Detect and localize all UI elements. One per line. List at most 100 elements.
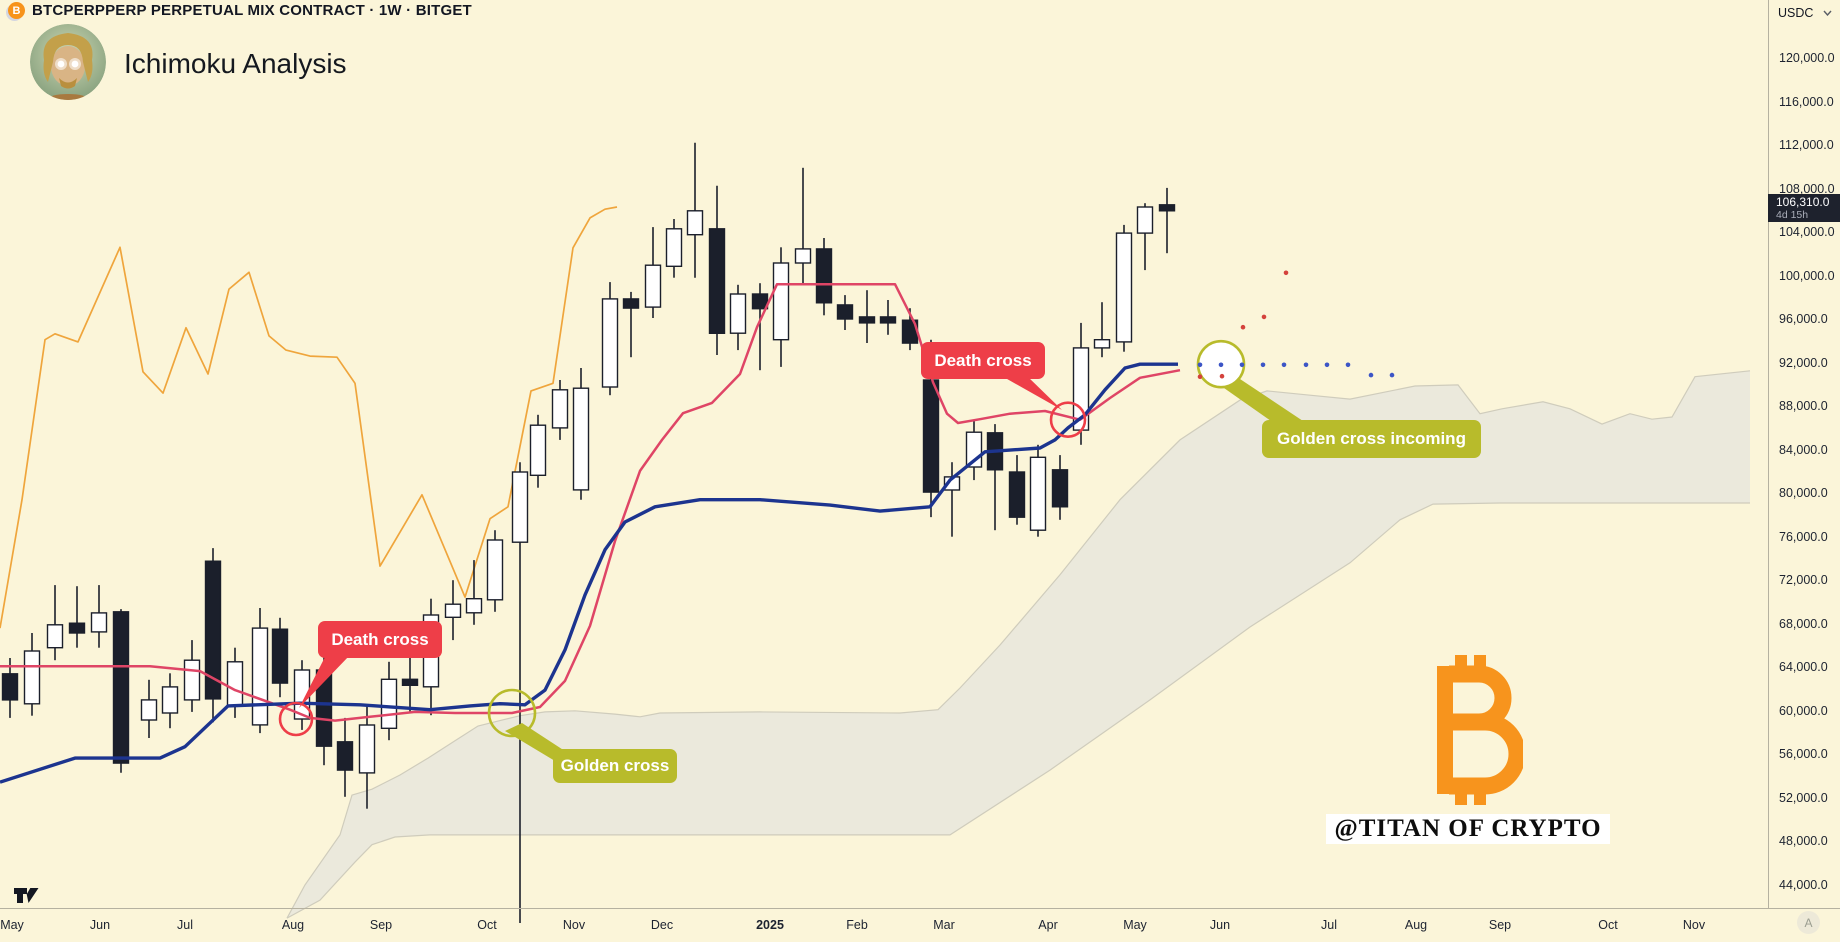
candle-body — [551, 389, 569, 429]
price-tick-label: 80,000.0 — [1779, 486, 1828, 500]
death-cross-1-label[interactable]: Death cross — [318, 621, 442, 658]
senkou-b-line — [286, 502, 1750, 919]
candle-body — [665, 228, 683, 268]
time-axis[interactable]: May Jun Jul Aug Sep Oct Nov Dec 2025 Feb Mar Apr May… — [0, 908, 1840, 942]
kijun-forecast-dot — [1389, 372, 1395, 378]
candle-body — [815, 248, 833, 304]
candle-body — [23, 650, 41, 705]
senkou-a-line — [286, 370, 1751, 919]
candle-body — [1093, 339, 1111, 349]
avatar — [30, 24, 106, 100]
time-tick-label: Sep — [369, 918, 393, 932]
tradingview-logo[interactable] — [14, 886, 41, 909]
death-cross-2-label-pointer — [1000, 375, 1062, 410]
candle-body — [90, 612, 108, 633]
candle-body — [1115, 232, 1133, 343]
price-tick-label: 104,000.0 — [1779, 225, 1835, 239]
price-tick-label: 52,000.0 — [1779, 791, 1828, 805]
tenkan-forecast-dot — [1283, 270, 1289, 276]
golden-cross-1-label-circle — [487, 688, 537, 738]
candle-body — [1029, 456, 1047, 531]
golden-cross-incoming-label[interactable]: Golden cross incoming — [1262, 420, 1481, 458]
candle-body — [336, 741, 354, 771]
price-axis[interactable]: USDC 120,000.0 116,000.0 112,000.0 108,000.… — [1768, 0, 1840, 908]
tenkan-forecast-dot — [1261, 314, 1267, 320]
death-cross-2-label[interactable]: Death cross — [921, 342, 1045, 379]
price-tick-label: 120,000.0 — [1779, 51, 1835, 65]
candle-body — [486, 539, 504, 601]
price-tick-label: 76,000.0 — [1779, 530, 1828, 544]
kijun-forecast-dot — [1218, 362, 1224, 368]
price-tick-label: 56,000.0 — [1779, 747, 1828, 761]
currency-label: USDC — [1778, 5, 1814, 20]
price-tick-label: 44,000.0 — [1779, 878, 1828, 892]
currency-selector[interactable]: USDC — [1769, 0, 1840, 25]
time-tick-label: Jul — [177, 918, 193, 932]
candle-body — [529, 424, 547, 477]
candle-body — [1158, 204, 1176, 212]
golden-cross-1-label[interactable]: Golden cross — [553, 749, 677, 783]
time-tick-label: Apr — [1038, 918, 1058, 932]
price-tick-label: 64,000.0 — [1779, 660, 1828, 674]
price-tick-label: 84,000.0 — [1779, 443, 1828, 457]
candle-body — [622, 298, 640, 309]
candle-body — [572, 387, 590, 491]
candle-body — [1, 673, 19, 701]
price-tick-label: 96,000.0 — [1779, 312, 1828, 326]
candle-body — [879, 316, 897, 324]
candle-body — [226, 661, 244, 707]
time-tick-label: Jun — [1209, 918, 1231, 932]
candle-body — [112, 611, 130, 764]
price-tick-label: 88,000.0 — [1779, 399, 1828, 413]
candle-body — [1008, 471, 1026, 518]
tenkan-forecast-dot — [1240, 324, 1246, 330]
chevron-down-icon — [1823, 10, 1832, 16]
kijun-forecast-dot — [1281, 362, 1287, 368]
symbol-row[interactable]: B BTCPERPPERP PERPETUAL MIX CONTRACT · 1… — [8, 2, 472, 19]
bitcoin-icon: B — [8, 2, 25, 19]
auto-scale-button[interactable]: A — [1797, 911, 1820, 934]
candle-body — [686, 210, 704, 236]
death-cross-1-label-pointer — [299, 655, 350, 708]
last-price-tag: 106,310.0 4d 15h — [1768, 194, 1840, 222]
price-tick-label: 100,000.0 — [1779, 269, 1835, 283]
candle-body — [358, 724, 376, 774]
kijun-forecast-dot — [1368, 372, 1374, 378]
tenkan-sen-line — [0, 282, 1181, 722]
tenkan-forecast-dot — [1197, 374, 1203, 380]
golden-cross-incoming-label-pointer — [1214, 373, 1303, 433]
candle-body — [644, 264, 662, 308]
kijun-forecast-dot — [1303, 362, 1309, 368]
candle-body — [708, 228, 726, 335]
candle-body — [836, 304, 854, 320]
kijun-forecast-dot — [1197, 362, 1203, 368]
kijun-forecast-dot — [1345, 362, 1351, 368]
price-tick-label: 108,000.0 — [1779, 182, 1835, 196]
kijun-forecast-dot — [1260, 362, 1266, 368]
time-tick-label: Feb — [846, 918, 868, 932]
time-tick-label: Oct — [1598, 918, 1618, 932]
death-cross-2-label-circle — [1049, 401, 1087, 439]
kijun-forecast-dot — [1324, 362, 1330, 368]
kijun-sen-line — [0, 362, 1178, 784]
time-tick-label: Aug — [1404, 918, 1428, 932]
candle-body — [380, 678, 398, 729]
time-tick-label: Jul — [1321, 918, 1337, 932]
death-cross-1-label-circle — [278, 701, 314, 737]
price-tick-label: 60,000.0 — [1779, 704, 1828, 718]
tenkan-forecast-dot — [1219, 373, 1225, 379]
page-title: Ichimoku Analysis — [124, 48, 347, 79]
candle-body — [68, 622, 86, 634]
candle-body — [444, 603, 462, 619]
price-tick-label: 72,000.0 — [1779, 573, 1828, 587]
watermark-handle: @TITAN OF CRYPTO — [1326, 814, 1610, 844]
candle-body — [1136, 206, 1154, 234]
candle-body — [794, 248, 812, 264]
bitcoin-logo-icon — [1437, 655, 1526, 805]
candle-body — [46, 624, 64, 649]
candle-body — [161, 686, 179, 714]
candle-body — [858, 316, 876, 324]
watermark: @TITAN OF CRYPTO — [1318, 655, 1618, 844]
candle-body — [204, 560, 222, 700]
